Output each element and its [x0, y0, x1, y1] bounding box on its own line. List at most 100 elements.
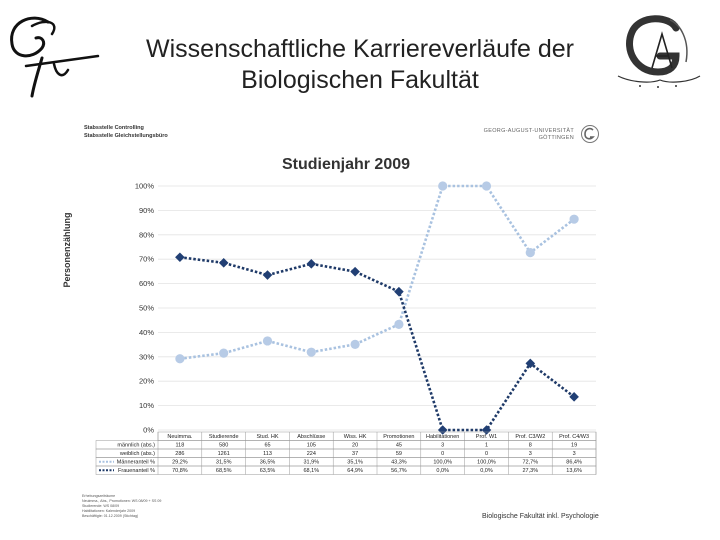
data-point-men [306, 347, 316, 357]
table-row-label: männlich (abs.) [117, 443, 155, 449]
table-row [95, 448, 597, 458]
table-category-label: Habilitationen [426, 434, 459, 440]
series-line-men [179, 184, 575, 361]
data-point-men [262, 336, 273, 346]
table-cell: 31,5% [216, 460, 232, 466]
table-cell: 56,7% [391, 468, 407, 474]
org-line-controlling: Stabsstelle Controlling [84, 125, 144, 131]
data-point-women [437, 425, 448, 435]
y-tick-label: 40% [139, 328, 154, 337]
table-cell: 286 [175, 451, 184, 457]
data-point-women [350, 266, 360, 277]
table-cell: 37 [352, 451, 358, 457]
series-line-women [179, 255, 575, 432]
data-point-men [394, 319, 404, 329]
university-seal-icon [581, 125, 599, 143]
table-cell: 0 [441, 451, 444, 457]
table-cell: 27,3% [522, 468, 538, 474]
table-row-label: Männeranteil % [117, 460, 155, 466]
y-tick-label: 50% [139, 304, 154, 313]
data-point-men [350, 339, 360, 349]
table-cell: 100,0% [477, 460, 496, 466]
y-tick-label: 20% [139, 377, 154, 386]
university-line2: GÖTTINGEN [538, 135, 574, 141]
data-point-women [175, 252, 185, 263]
table-cell: 31,9% [303, 460, 319, 466]
survey-period-notes: Erhebungszeiträume Neuimma., Abs., Promo… [82, 494, 161, 519]
table-cell: 29,2% [172, 460, 188, 466]
table-cell: 70,8% [172, 468, 188, 474]
table-cell: 0,0% [436, 468, 449, 474]
table-cell: 580 [219, 443, 228, 449]
data-point-men [525, 248, 535, 258]
right-ga-seal-logo-icon [617, 15, 701, 88]
org-header: Stabsstelle Controlling Stabsstelle Glei… [84, 124, 168, 140]
table-cell: 19 [571, 443, 577, 449]
table-cell: 86,4% [566, 460, 582, 466]
slide-title: Wissenschaftliche Karriereverläufe der B… [100, 34, 620, 96]
data-point-women [306, 259, 317, 269]
table-cell: 224 [307, 451, 316, 457]
table-cell: 63,5% [260, 468, 276, 474]
note-line: Studierende: WS 08/09 [82, 504, 120, 508]
data-point-men [438, 181, 448, 191]
y-tick-label: 60% [139, 279, 154, 288]
table-category-label: Neuimma. [167, 434, 193, 440]
y-tick-label: 70% [139, 255, 154, 264]
table-row-label: Frauenanteil % [118, 468, 155, 474]
table-cell: 3 [529, 451, 532, 457]
table-cell: 8 [529, 443, 532, 449]
table-cell: 1 [485, 443, 488, 449]
data-point-women [481, 425, 492, 435]
table-cell: 36,5% [260, 460, 276, 466]
table-cell: 1261 [218, 451, 230, 457]
table-cell: 100,0% [433, 460, 452, 466]
data-point-women [218, 258, 229, 268]
table-cell: 113 [263, 451, 272, 457]
y-tick-label: 30% [139, 352, 154, 361]
faculty-footer: Biologische Fakultät inkl. Psychologie [482, 513, 599, 520]
data-point-men [481, 181, 492, 191]
table-cell: 20 [352, 443, 358, 449]
chart-title: Studienjahr 2009 [281, 156, 411, 173]
table-cell: 45 [396, 443, 402, 449]
table-category-label: Stud. HK [256, 434, 278, 440]
table-cell: 118 [176, 443, 185, 449]
table-row-label: weiblich (abs.) [119, 451, 155, 457]
table-cell: 105 [307, 443, 316, 449]
table-category-label: Studierende [209, 434, 239, 440]
y-tick-label: 90% [139, 206, 154, 215]
table-cell: 68,5% [216, 468, 232, 474]
y-tick-label: 80% [139, 230, 154, 239]
slide-title-line1: Wissenschaftliche Karriereverläufe der [146, 35, 574, 63]
table-cell: 43,3% [391, 460, 407, 466]
data-point-women [262, 270, 273, 280]
table-cell: 65 [264, 443, 270, 449]
table-cell: 68,1% [303, 468, 319, 474]
slide-title-line2: Biologischen Fakultät [241, 66, 479, 94]
table-cell: 0 [485, 451, 488, 457]
table-category-label: Abschlüsse [297, 434, 325, 440]
table-category-label: Prof. C4/W3 [559, 434, 589, 440]
table-category-label: Prof. W1 [476, 434, 497, 440]
note-line: Habilitationen: Kalenderjahr 2009 [82, 509, 136, 513]
data-point-women [525, 358, 536, 369]
table-cell: 3 [441, 443, 444, 449]
table-cell: 3 [573, 451, 576, 457]
table-cell: 0,0% [480, 468, 493, 474]
data-point-women [394, 286, 404, 297]
table-row [95, 465, 597, 475]
data-point-men [175, 354, 185, 364]
table-cell: 35,1% [347, 460, 363, 466]
table-category-label: Wiss. HK [344, 434, 367, 440]
table-cell: 59 [396, 451, 402, 457]
table-row [95, 440, 597, 450]
university-line1: GEORG-AUGUST-UNIVERSITÄT [483, 128, 574, 134]
y-tick-label: 0% [143, 426, 154, 435]
y-tick-label: 100% [135, 182, 155, 191]
table-cell: 64,9% [347, 468, 363, 474]
table-category-label: Promotionen [383, 434, 414, 440]
table-cell: 72,7% [522, 460, 538, 466]
table-category-label: Prof. C3/W2 [515, 434, 545, 440]
